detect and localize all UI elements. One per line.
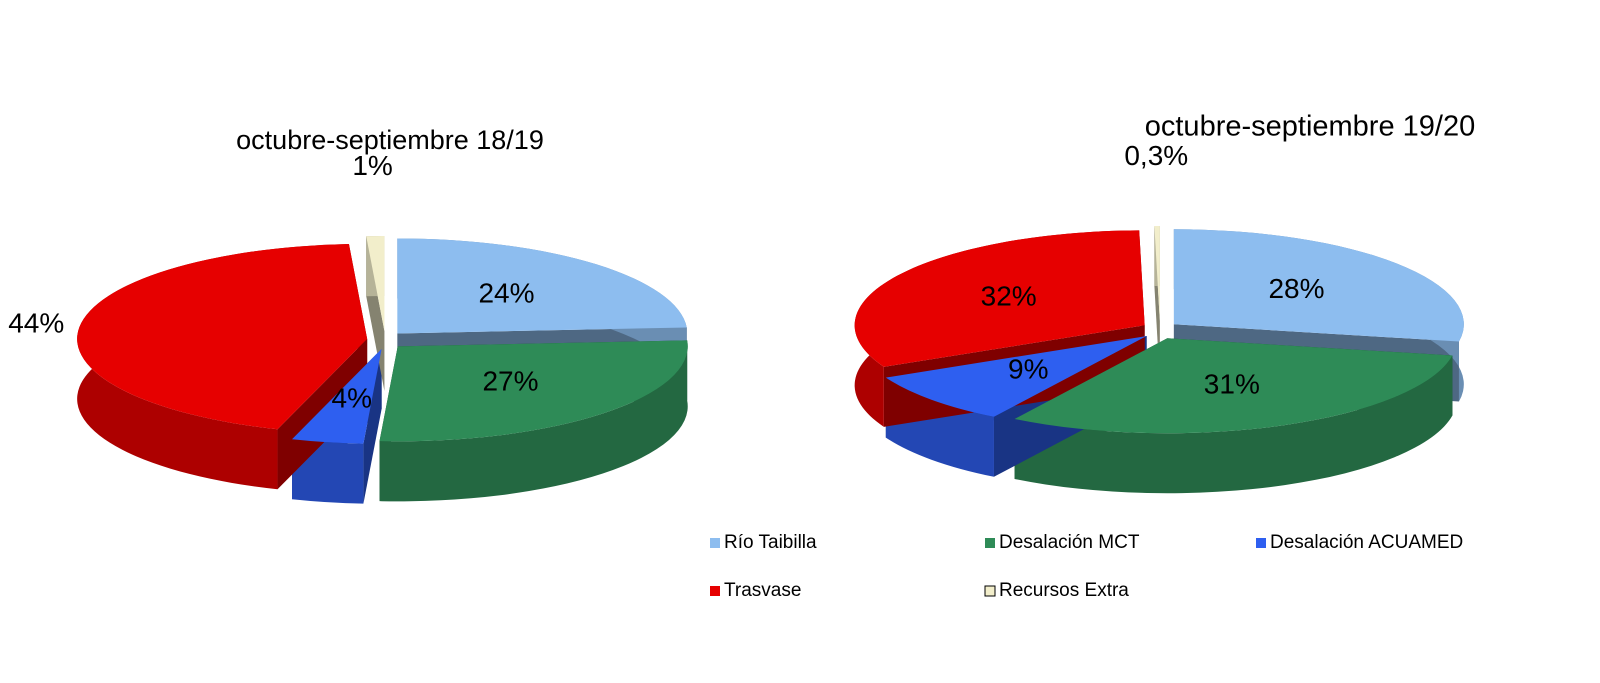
chart-title: octubre-septiembre 19/20 <box>1145 111 1475 143</box>
slice <box>1173 229 1464 342</box>
data-labels: 28% 31% 9% 32% 0,3% <box>981 140 1325 400</box>
data-label: 0,3% <box>1124 140 1188 171</box>
data-label: 31% <box>1204 368 1260 399</box>
slice <box>1014 338 1453 434</box>
slice-side <box>379 340 688 502</box>
data-labels: 24% 27% 4% 44% 1% <box>8 150 538 414</box>
legend-label: Río Taibilla <box>724 532 817 553</box>
legend-swatch <box>710 586 720 596</box>
slice-side <box>1014 355 1453 494</box>
legend-label: Recursos Extra <box>999 580 1129 601</box>
slice <box>885 336 1147 417</box>
legend-label: Desalación ACUAMED <box>1270 532 1463 553</box>
slice <box>292 348 382 444</box>
slice <box>854 230 1145 367</box>
data-label: 24% <box>478 278 534 309</box>
legend-swatch <box>710 538 720 548</box>
data-label: 4% <box>332 383 372 414</box>
data-label: 28% <box>1268 273 1324 304</box>
slices <box>77 236 688 444</box>
legend-swatch <box>1256 538 1266 548</box>
data-label: 32% <box>981 280 1037 311</box>
slice <box>366 236 385 332</box>
legend-swatch <box>985 538 995 548</box>
chart-title: octubre-septiembre 18/19 <box>236 125 544 155</box>
data-label: 1% <box>352 150 392 181</box>
slice <box>77 244 368 430</box>
data-label: 9% <box>1008 353 1048 384</box>
slice <box>1154 226 1160 322</box>
legend-label: Desalación MCT <box>999 532 1140 553</box>
slice <box>397 238 687 334</box>
legend-swatch <box>984 585 996 597</box>
legend-label: Trasvase <box>724 580 801 601</box>
slice <box>379 340 688 442</box>
data-label: 27% <box>482 366 538 397</box>
data-label: 44% <box>8 308 64 339</box>
slices <box>854 226 1464 434</box>
